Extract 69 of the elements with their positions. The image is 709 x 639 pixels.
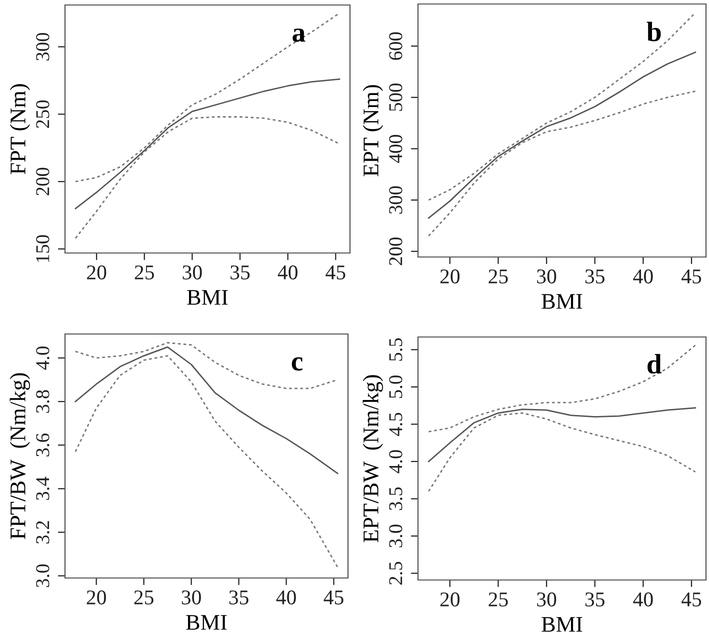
x-tick-label: 25 <box>134 590 154 604</box>
y-tick-label: 3.0 <box>36 564 50 588</box>
y-tick-label: 250 <box>36 100 50 128</box>
x-tick-label: 30 <box>182 265 202 280</box>
x-tick-label: 40 <box>633 269 653 284</box>
y-tick-label: 5.5 <box>389 338 402 361</box>
line-series <box>74 116 340 239</box>
line-series <box>428 344 696 432</box>
x-tick-label: 25 <box>488 592 508 606</box>
y-tick-label: 3.5 <box>389 487 402 510</box>
x-tick-label: 25 <box>488 269 508 284</box>
line-series <box>428 90 696 237</box>
y-tick-label: 300 <box>36 32 50 60</box>
x-tick-label: 35 <box>585 592 604 606</box>
y-axis-title: EPT (Nm) <box>362 85 384 176</box>
line-series <box>428 412 696 492</box>
line-series <box>74 12 340 182</box>
line-series <box>428 52 696 219</box>
x-tick-label: 25 <box>134 265 154 280</box>
y-tick-label: 4.0 <box>389 450 402 474</box>
y-tick-label: 3.4 <box>36 476 50 500</box>
y-tick-label: 500 <box>389 84 402 111</box>
annotation: a <box>292 28 306 42</box>
y-tick-label: 3.8 <box>36 390 50 413</box>
line-series <box>428 407 696 462</box>
y-tick-label: 4.5 <box>389 412 402 436</box>
x-tick-label: 20 <box>440 592 460 606</box>
y-tick-label: 300 <box>389 186 402 214</box>
y-tick-label: 2.5 <box>389 562 402 585</box>
y-tick-label: 150 <box>36 235 50 262</box>
line-series <box>428 12 696 201</box>
x-tick-label: 35 <box>230 265 250 280</box>
x-axis-title: BMI <box>542 617 582 632</box>
x-tick-label: 30 <box>537 269 556 284</box>
y-tick-label: 5.0 <box>389 376 402 398</box>
y-tick-label: 3.0 <box>389 524 402 548</box>
y-tick-label: 400 <box>389 134 402 163</box>
annotation: c <box>292 357 303 371</box>
x-axis-title: BMI <box>186 615 227 630</box>
x-axis-title: BMI <box>187 290 228 305</box>
y-tick-label: 200 <box>36 168 50 196</box>
x-tick-label: 35 <box>229 590 248 604</box>
x-tick-label: 20 <box>440 269 460 284</box>
y-tick-label: 4.0 <box>36 346 50 370</box>
line-series <box>74 346 338 474</box>
y-axis-title: FPT/BW (Nm/kg) <box>10 373 30 540</box>
y-axis-title: FPT (Nm) <box>10 84 30 174</box>
x-tick-label: 30 <box>182 590 201 604</box>
x-tick-label: 40 <box>276 590 296 604</box>
y-axis-title: EPT/BW (Nm/kg) <box>362 375 384 542</box>
annotation: d <box>648 354 662 374</box>
x-tick-label: 35 <box>585 269 604 284</box>
y-tick-label: 200 <box>389 238 402 266</box>
y-tick-label: 600 <box>389 32 402 60</box>
x-tick-label: 45 <box>681 270 702 284</box>
line-series <box>74 355 338 568</box>
y-tick-label: 3.2 <box>36 521 50 544</box>
x-tick-label: 20 <box>86 590 106 604</box>
y-tick-label: 3.6 <box>36 434 50 456</box>
x-tick-label: 40 <box>278 265 298 280</box>
x-tick-label: 40 <box>633 592 653 606</box>
x-tick-label: 45 <box>324 590 344 604</box>
x-tick-label: 45 <box>681 592 702 606</box>
x-tick-label: 20 <box>87 265 106 280</box>
x-axis-title: BMI <box>542 294 582 309</box>
line-series <box>74 78 340 210</box>
annotation: b <box>646 22 661 42</box>
x-tick-label: 45 <box>326 266 346 280</box>
x-tick-label: 30 <box>537 592 556 606</box>
